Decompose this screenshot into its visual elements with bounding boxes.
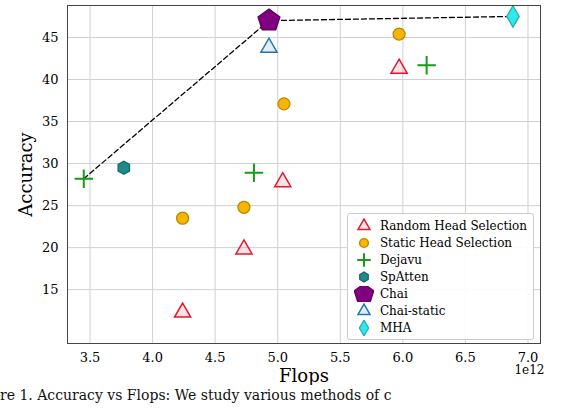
svg-text:35: 35 <box>42 114 59 129</box>
svg-text:6.0: 6.0 <box>393 350 414 365</box>
html-text:Chai: Chai <box>379 286 408 301</box>
svg-text:30: 30 <box>42 156 59 171</box>
html-text:MHA: MHA <box>379 320 412 335</box>
html-text:Dejavu: Dejavu <box>379 252 422 267</box>
svg-text:15: 15 <box>42 282 59 297</box>
html-text:re 1. Accuracy vs Flops: We st: re 1. Accuracy vs Flops: We study variou… <box>0 387 392 403</box>
svg-text:25: 25 <box>42 198 59 213</box>
svg-text:4.5: 4.5 <box>205 350 226 365</box>
svg-text:Flops: Flops <box>279 365 329 386</box>
svg-text:Accuracy: Accuracy <box>15 132 36 218</box>
svg-text:5.0: 5.0 <box>267 350 288 365</box>
html-text:Random Head Selection: Random Head Selection <box>379 218 527 233</box>
svg-text:4.0: 4.0 <box>142 350 163 365</box>
svg-text:45: 45 <box>42 30 59 45</box>
html-text:Static Head Selection: Static Head Selection <box>379 235 513 250</box>
html-text:SpAtten: SpAtten <box>379 269 429 284</box>
svg-text:40: 40 <box>42 72 59 87</box>
svg-text:5.5: 5.5 <box>330 350 351 365</box>
html-text:Chai-static: Chai-static <box>379 303 446 318</box>
svg-text:6.5: 6.5 <box>455 350 476 365</box>
svg-text:3.5: 3.5 <box>80 350 101 365</box>
svg-text:1e12: 1e12 <box>514 363 544 377</box>
svg-text:7.0: 7.0 <box>517 349 539 365</box>
svg-text:20: 20 <box>42 240 59 255</box>
